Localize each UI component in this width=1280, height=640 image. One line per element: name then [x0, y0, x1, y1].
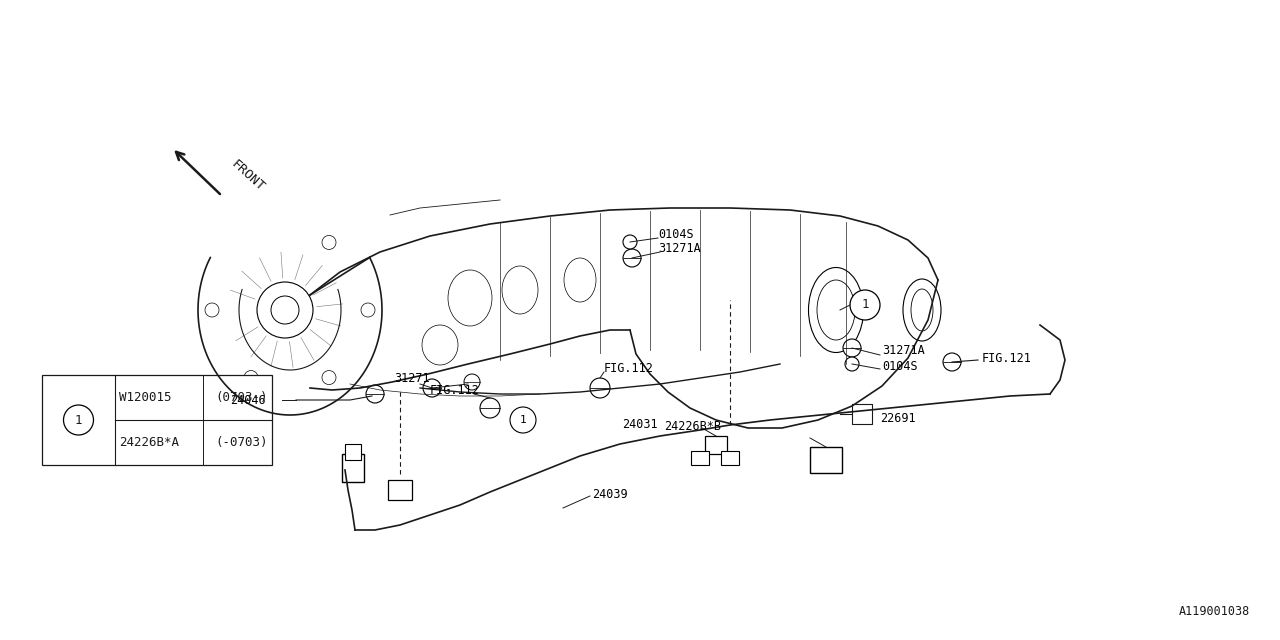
Bar [388, 480, 412, 500]
Text: 24226B*A: 24226B*A [119, 436, 179, 449]
Text: 0104S: 0104S [658, 227, 694, 241]
Ellipse shape [902, 279, 941, 341]
Text: 31271A: 31271A [658, 241, 700, 255]
Circle shape [845, 357, 859, 371]
Text: FIG.121: FIG.121 [982, 351, 1032, 365]
Circle shape [323, 371, 335, 385]
Text: 0104S: 0104S [882, 360, 918, 372]
Text: A119001038: A119001038 [1179, 605, 1251, 618]
Circle shape [590, 378, 611, 398]
Ellipse shape [502, 266, 538, 314]
Circle shape [465, 374, 480, 390]
Text: FIG.112: FIG.112 [430, 383, 480, 397]
Circle shape [509, 407, 536, 433]
Text: W120015: W120015 [119, 391, 172, 404]
Ellipse shape [422, 325, 458, 365]
Text: 31271: 31271 [394, 371, 430, 385]
Text: 24226B*B: 24226B*B [664, 419, 721, 433]
Circle shape [323, 236, 335, 250]
Circle shape [623, 249, 641, 267]
Text: 1: 1 [74, 413, 82, 426]
Circle shape [205, 303, 219, 317]
Bar [810, 447, 842, 473]
Circle shape [844, 339, 861, 357]
Bar [42, 375, 273, 465]
Text: 1: 1 [520, 415, 526, 425]
Circle shape [64, 405, 93, 435]
Ellipse shape [448, 270, 492, 326]
Text: 24046: 24046 [230, 394, 266, 406]
Circle shape [244, 371, 259, 385]
Text: (0703-): (0703-) [215, 391, 268, 404]
Bar [346, 444, 361, 460]
Ellipse shape [911, 289, 933, 331]
Text: 31271A: 31271A [882, 344, 924, 356]
Circle shape [366, 385, 384, 403]
Circle shape [623, 235, 637, 249]
Text: 24031: 24031 [622, 417, 658, 431]
Circle shape [361, 303, 375, 317]
Text: 22691: 22691 [881, 412, 915, 424]
Bar [705, 436, 727, 454]
Bar [342, 454, 364, 482]
Ellipse shape [817, 280, 855, 340]
Circle shape [480, 398, 500, 418]
Text: FIG.112: FIG.112 [604, 362, 654, 374]
Text: 1: 1 [861, 298, 869, 312]
Circle shape [257, 282, 314, 338]
Bar [721, 451, 739, 465]
Bar [691, 451, 709, 465]
Text: 24039: 24039 [591, 488, 627, 500]
Circle shape [271, 296, 300, 324]
Circle shape [422, 379, 442, 397]
Text: FRONT: FRONT [228, 157, 266, 194]
Circle shape [943, 353, 961, 371]
Ellipse shape [564, 258, 596, 302]
Text: (-0703): (-0703) [215, 436, 268, 449]
Ellipse shape [809, 268, 864, 353]
Circle shape [850, 290, 881, 320]
